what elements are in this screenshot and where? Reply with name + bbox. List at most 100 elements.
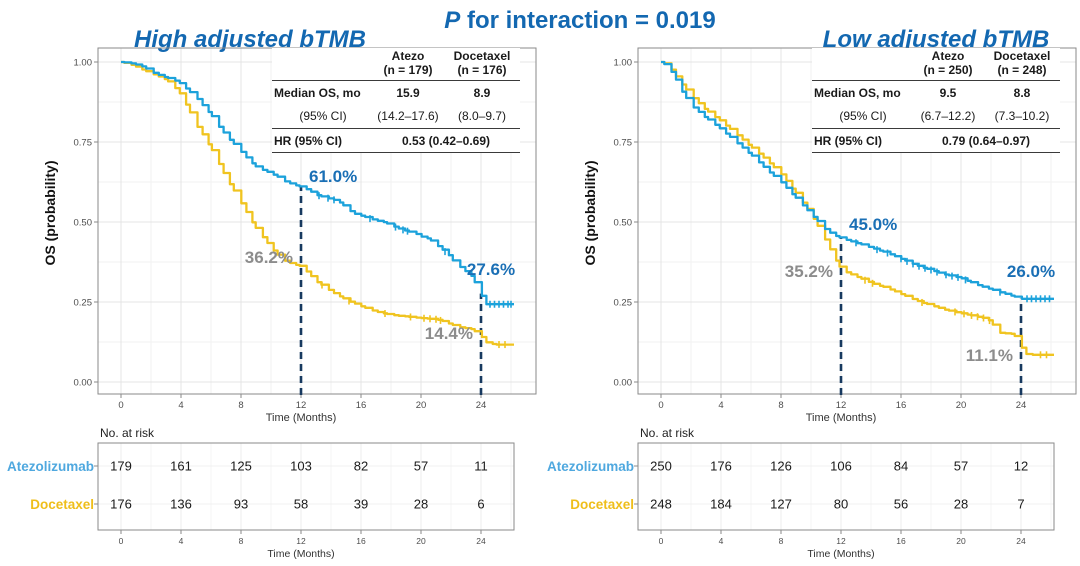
landmark-24mo-atezo: 26.0% — [1006, 261, 1056, 281]
stats-row-label: HR (95% CI) — [812, 127, 912, 153]
svg-text:Time (Months): Time (Months) — [806, 412, 877, 424]
svg-text:16: 16 — [896, 536, 906, 546]
at-risk-table: 250 176 126 106 84 57 12 248 184 127 80 56 28 7 0 4 8 12 1… — [634, 442, 1055, 560]
landmark-24mo-docetaxel: 14.4% — [424, 324, 473, 343]
svg-text:8: 8 — [238, 400, 243, 411]
svg-text:8: 8 — [779, 536, 784, 546]
svg-text:6: 6 — [477, 497, 484, 512]
no-at-risk-label: No. at risk — [640, 426, 695, 440]
svg-text:0.25: 0.25 — [74, 298, 93, 309]
svg-text:176: 176 — [110, 497, 132, 512]
svg-text:0: 0 — [119, 536, 124, 546]
landmark-24mo-atezo: 27.6% — [466, 260, 516, 279]
svg-text:12: 12 — [836, 400, 847, 411]
y-axis-label: OS (probability) — [582, 160, 598, 266]
stats-row-label: (95% CI) — [839, 109, 887, 124]
svg-text:250: 250 — [650, 459, 672, 474]
svg-text:84: 84 — [894, 459, 908, 474]
landmark-24mo-docetaxel: 11.1% — [965, 346, 1013, 366]
svg-text:1.00: 1.00 — [614, 58, 633, 69]
svg-text:12: 12 — [296, 536, 306, 546]
stats-row-label: (95% CI) — [299, 109, 347, 124]
stats-col-atezo: Atezo (n = 179) — [372, 48, 444, 82]
svg-text:28: 28 — [414, 497, 428, 512]
stats-value: (8.0–9.7) — [457, 109, 507, 124]
stats-value: 8.9 — [473, 86, 491, 101]
landmark-12mo-docetaxel: 35.2% — [784, 261, 833, 281]
p-interaction-text: for interaction = 0.019 — [460, 7, 716, 34]
stats-value: (6.7–12.2) — [920, 109, 976, 124]
svg-text:4: 4 — [718, 400, 723, 411]
svg-text:20: 20 — [956, 400, 967, 411]
stats-value: 15.9 — [396, 86, 420, 101]
svg-text:Time (Months): Time (Months) — [266, 412, 337, 424]
svg-text:0: 0 — [658, 400, 663, 411]
risk-row-label-atezolizumab: Atezolizumab — [6, 459, 94, 474]
svg-text:16: 16 — [896, 400, 907, 411]
svg-text:24: 24 — [1016, 536, 1026, 546]
p-symbol: P — [444, 7, 461, 34]
svg-text:12: 12 — [296, 400, 307, 411]
risk-row-label-docetaxel: Docetaxel — [570, 497, 634, 512]
svg-text:127: 127 — [770, 497, 792, 512]
svg-text:0.75: 0.75 — [614, 138, 633, 149]
stats-value: 8.8 — [1013, 86, 1031, 101]
stats-corner — [812, 48, 912, 82]
svg-text:80: 80 — [834, 497, 848, 512]
stats-corner — [272, 48, 372, 82]
svg-text:0.75: 0.75 — [74, 138, 93, 149]
svg-text:16: 16 — [356, 536, 366, 546]
landmark-12mo-atezo: 61.0% — [309, 167, 358, 187]
svg-text:20: 20 — [956, 536, 966, 546]
svg-text:176: 176 — [710, 459, 732, 474]
svg-text:82: 82 — [354, 459, 368, 474]
svg-text:Time (Months): Time (Months) — [267, 548, 334, 560]
svg-text:39: 39 — [354, 497, 368, 512]
stats-col-docetaxel: Docetaxel (n = 248) — [984, 48, 1060, 82]
risk-row-label-atezolizumab: Atezolizumab — [546, 459, 634, 474]
stats-table: Atezo (n = 179) Docetaxel (n = 176) Medi… — [272, 48, 520, 153]
stats-value: (14.2–17.6) — [377, 109, 439, 124]
svg-text:0.50: 0.50 — [74, 218, 93, 229]
svg-text:0: 0 — [659, 536, 664, 546]
stats-value: (7.3–10.2) — [994, 109, 1050, 124]
svg-text:93: 93 — [234, 497, 248, 512]
svg-text:24: 24 — [476, 536, 486, 546]
svg-text:7: 7 — [1017, 497, 1024, 512]
svg-text:20: 20 — [416, 536, 426, 546]
svg-text:179: 179 — [110, 459, 132, 474]
svg-text:8: 8 — [239, 536, 244, 546]
y-axis-label: OS (probability) — [42, 160, 58, 266]
svg-text:Time (Months): Time (Months) — [807, 548, 874, 560]
km-panel-high-btmb: High adjusted bTMB OS (probability) 1.00… — [6, 26, 537, 560]
at-risk-table: 179 161 125 103 82 57 11 176 136 93 58 39 28 6 0 4 8 12 16… — [94, 442, 515, 560]
no-at-risk-label: No. at risk — [100, 426, 155, 440]
svg-text:12: 12 — [836, 536, 846, 546]
svg-text:16: 16 — [356, 400, 367, 411]
svg-text:1.00: 1.00 — [74, 58, 93, 69]
stats-row-label: HR (95% CI) — [272, 127, 372, 153]
landmark-12mo-docetaxel: 36.2% — [244, 247, 293, 267]
km-panel-low-btmb: Low adjusted bTMB OS (probability) 1.00 0… — [540, 0, 1080, 566]
svg-text:57: 57 — [414, 459, 428, 474]
stats-row-label: Median OS, mo — [274, 86, 361, 101]
svg-text:0.50: 0.50 — [614, 218, 633, 229]
stats-row-label: Median OS, mo — [814, 86, 901, 101]
svg-text:184: 184 — [710, 497, 732, 512]
svg-text:56: 56 — [894, 497, 908, 512]
svg-text:248: 248 — [650, 497, 672, 512]
svg-text:0.00: 0.00 — [74, 378, 93, 389]
svg-text:103: 103 — [290, 459, 312, 474]
stats-value: 9.5 — [939, 86, 957, 101]
svg-text:24: 24 — [476, 400, 487, 411]
landmark-12mo-atezo: 45.0% — [849, 215, 898, 235]
svg-text:161: 161 — [170, 459, 192, 474]
svg-text:106: 106 — [830, 459, 852, 474]
svg-text:28: 28 — [954, 497, 968, 512]
svg-text:8: 8 — [778, 400, 783, 411]
svg-text:20: 20 — [416, 400, 427, 411]
svg-text:126: 126 — [770, 459, 792, 474]
stats-col-atezo: Atezo (n = 250) — [912, 48, 984, 82]
svg-text:125: 125 — [230, 459, 252, 474]
risk-row-label-docetaxel: Docetaxel — [30, 497, 94, 512]
